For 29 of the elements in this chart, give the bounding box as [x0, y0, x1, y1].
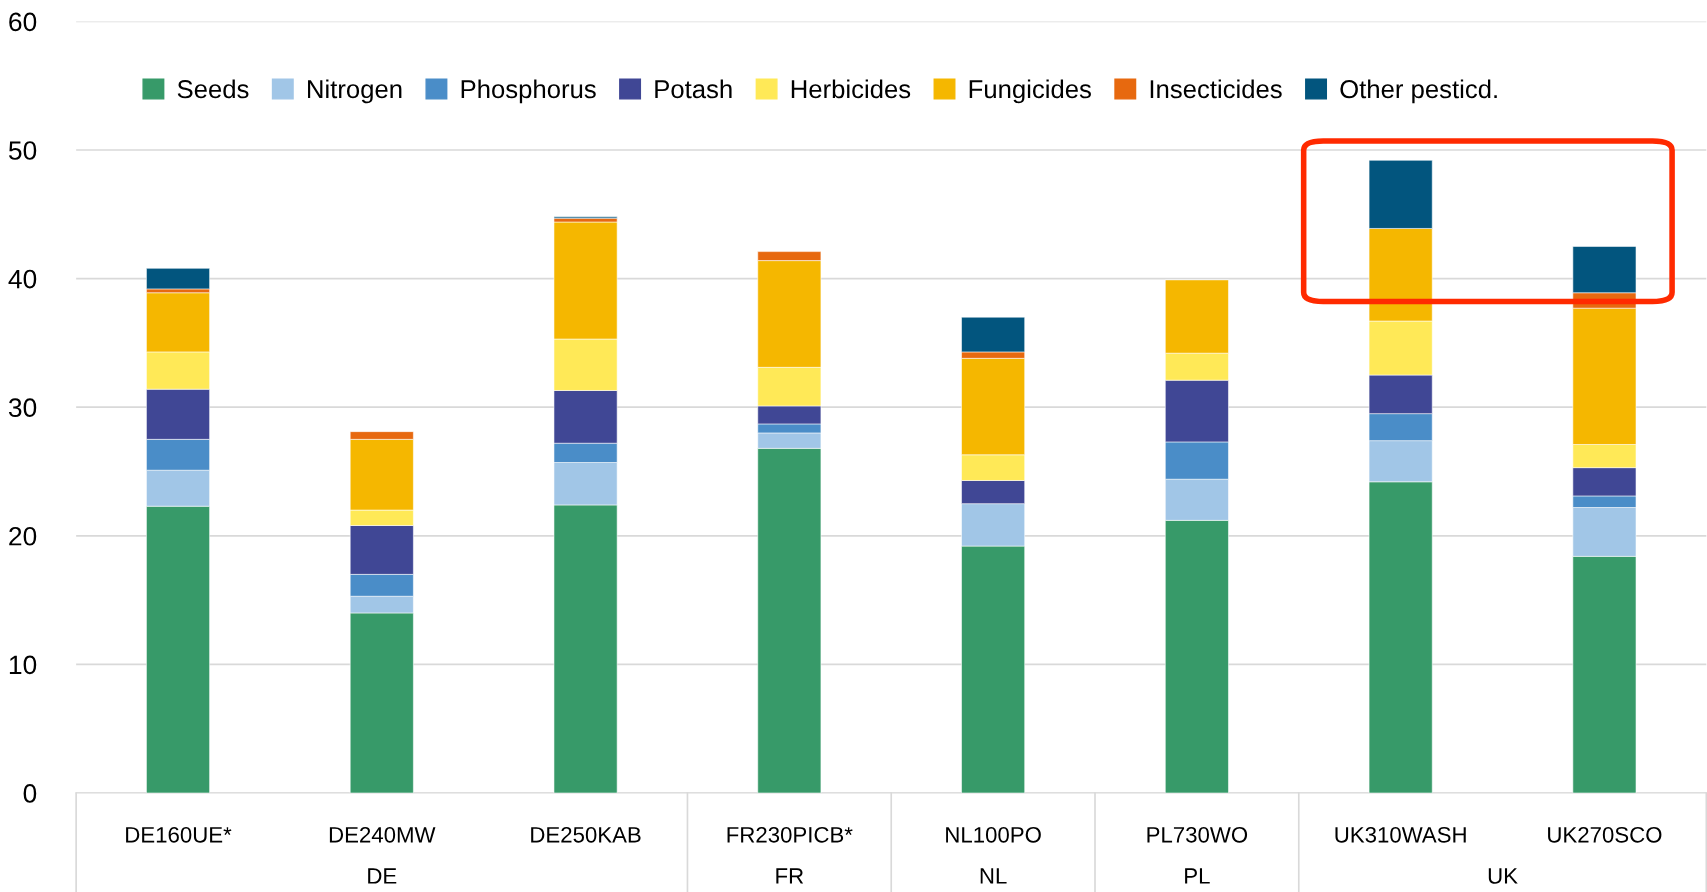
y-tick-label: 50: [8, 141, 37, 160]
x-tick-label: NL100PO: [946, 826, 1041, 843]
x-tick-label: FR230PICB*: [727, 826, 853, 843]
text: PL: [1185, 868, 1210, 884]
y-tick-label: 30: [8, 398, 37, 418]
legend-label: Herbicides: [791, 79, 911, 99]
text: DE: [368, 868, 397, 884]
y-tick-label: 10: [9, 655, 37, 675]
text: NL: [980, 868, 1007, 884]
legend-label: Nitrogen: [308, 79, 402, 104]
x-tick-label: UK270SCO: [1548, 826, 1662, 843]
legend-label: Insecticides: [1150, 79, 1282, 99]
legend-label: Other pesticd.: [1340, 79, 1497, 104]
x-tick-label: DE240MW: [329, 826, 436, 843]
x-tick-label: UK310WASH: [1335, 826, 1466, 843]
bar: [146, 268, 210, 290]
legend-label: Phosphorus: [461, 79, 596, 104]
x-tick-label: PL730WO: [1147, 826, 1248, 843]
x-tick-label: DE160UE*: [126, 826, 232, 843]
text: UK: [1488, 868, 1518, 884]
y-tick-label: 0: [23, 784, 37, 803]
text: FR: [776, 868, 804, 884]
legend-label: Seeds: [177, 79, 249, 99]
legend-label: Fungicides: [969, 79, 1091, 104]
y-tick-label: 20: [9, 526, 37, 546]
legend-label: Potash: [655, 79, 732, 99]
y-tick-label: 40: [8, 269, 37, 289]
y-tick-label: 60: [9, 12, 37, 32]
x-tick-label: DE250KAB: [531, 826, 641, 843]
